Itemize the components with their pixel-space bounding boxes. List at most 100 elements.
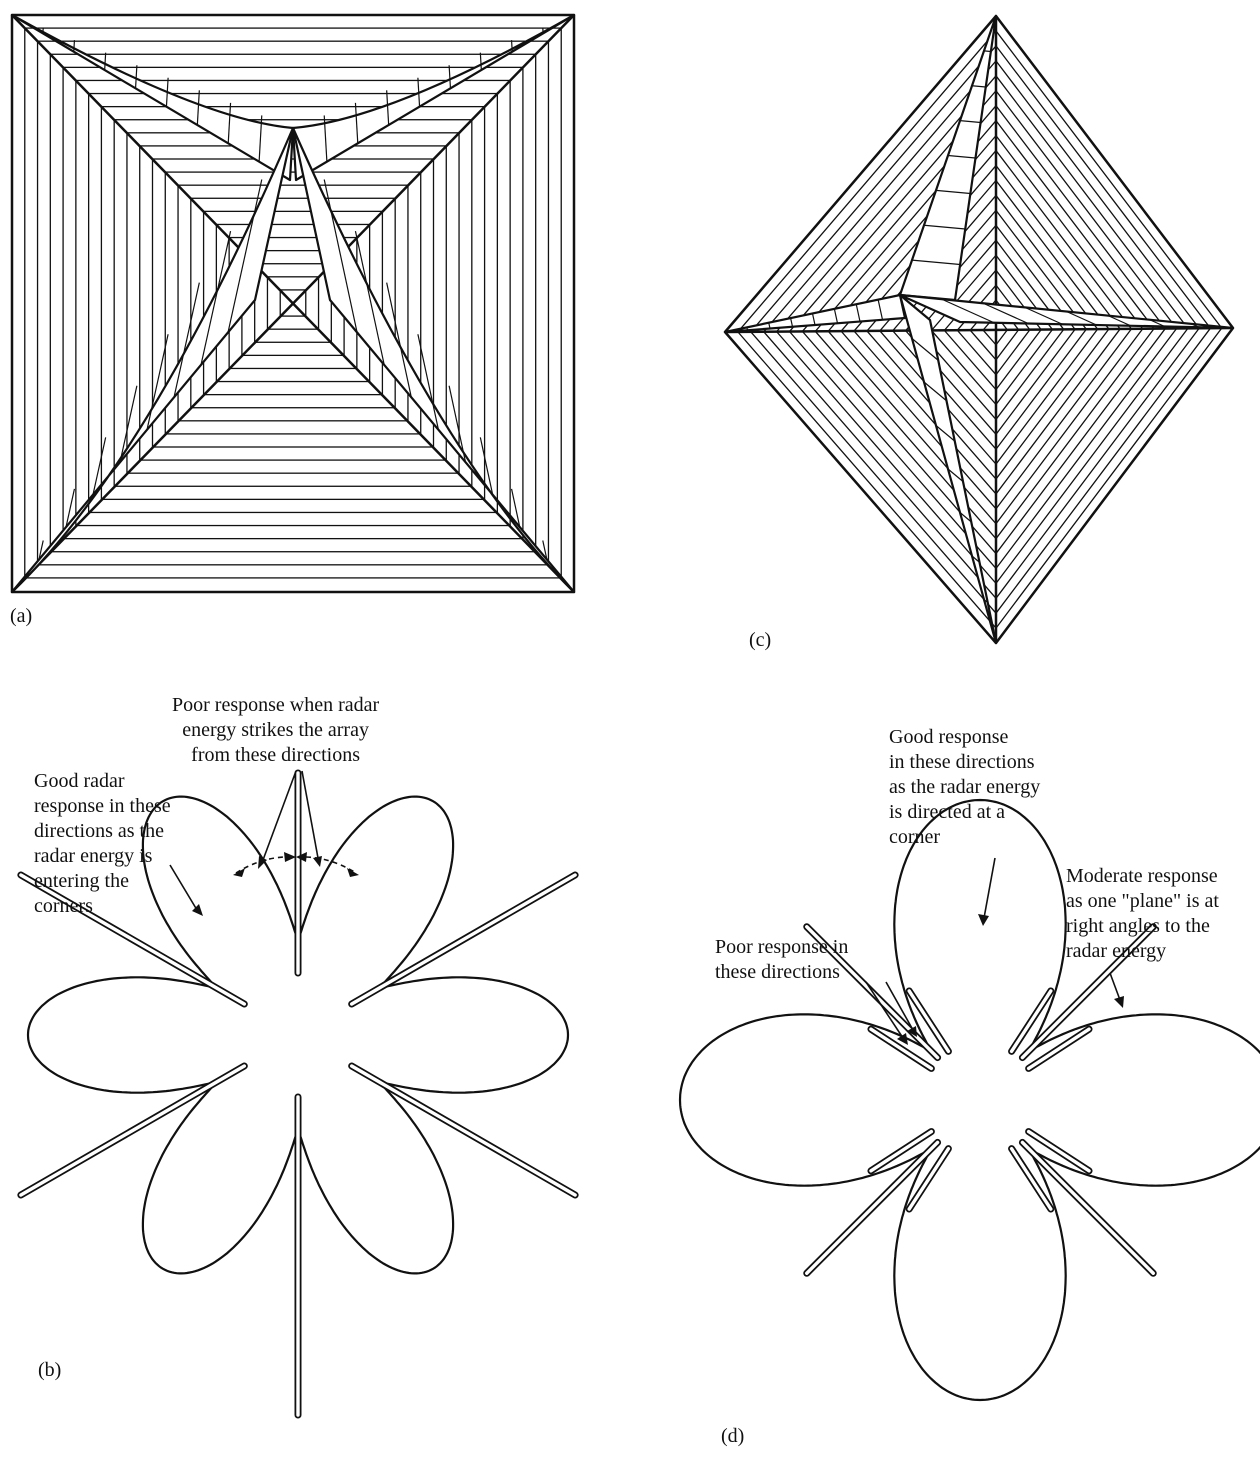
panel-a-hatch-line [279,289,307,317]
panel-d-arrow-moderate [1109,972,1121,1001]
panel-a-vane-hatch [258,115,263,162]
panel-c-vane-hatch [923,381,947,402]
panel-a-hatch-line [36,40,550,566]
panel-b-arrowhead [296,852,307,862]
panel-a-vane-hatch [510,488,521,528]
panel-a-vane-hatch [323,115,328,162]
panel-a-vane-hatch [354,102,359,144]
panel-a-vane-hatch [196,90,200,126]
panel-c-vane-hatch [935,189,971,195]
panel-c-vane-hatch [833,308,839,324]
panel-d-reflector-plate-core [805,1140,940,1275]
panel-a-vane-hatch [479,52,482,71]
panel-d-reflector-plate-core [1020,925,1155,1060]
panel-a-hatch-line [62,66,524,540]
panel-c-vane-hatch [911,338,939,361]
panel-c-vane-hatch [923,224,966,230]
panel-a-vane-hatch [165,77,169,107]
panel-c-vane-hatch [959,120,981,124]
panel-d-lobe-outline [678,798,1260,1402]
panel-a-hatch-line [164,171,422,435]
panel-c-vane-hatch [855,304,861,322]
panel-b-arrowhead [233,868,245,877]
panel-a-hatch-line [151,158,435,448]
panel-c-vane-hatch [983,302,1029,325]
panel-a-vane-hatch [354,230,385,366]
panel-a-vane-hatch [417,334,440,430]
panel-b-reflector-plate-core [349,873,577,1006]
panel-d-arrowhead [907,1026,917,1037]
panel-b-arrow-poor-left [262,770,297,861]
panel-c-vane-hatch [947,154,976,159]
panel-a-vane [291,13,576,182]
panel-c-vane-hatch [1191,323,1200,328]
panel-c-vane-hatch [1066,310,1097,326]
panel-b-reflector-plate-core [19,873,247,1006]
panel-c-vane-hatch [877,299,884,320]
panel-a-vane-hatch [92,437,107,495]
panel-a-vane [291,126,576,594]
panel-a-vane-hatch [38,540,44,560]
panel-b-arrowhead [284,852,296,862]
panel-c-axis [724,326,1234,334]
panel-a-vane-hatch [227,179,263,333]
panel-c-vane-hatch [790,317,794,327]
panel-b-good-response-note: Good radar response in these directions … [34,770,171,917]
panel-b-label: (b) [38,1359,62,1381]
panel-b-reflector-plate-core [19,1064,247,1197]
panel-a-vane [10,126,295,594]
panel-a-vane-hatch [323,179,358,333]
panel-b-arc-left [235,856,286,874]
panel-c-vane-hatch [935,425,956,442]
panel-a-vane-hatch [227,102,232,144]
panel-a-vane-hatch [73,40,76,52]
panel-d-label: (d) [721,1425,745,1447]
panel-a-hatch-line [190,197,396,409]
panel-a-hatch-line [100,105,486,501]
panel-a-vane-hatch [386,90,390,126]
panel-a-vane-hatch [479,437,494,495]
panel-c-vane-hatch [746,327,749,331]
panel-a-vane-hatch [542,540,548,560]
panel-a-vane-hatch [134,65,138,89]
panel-a-vane-hatch [146,334,169,430]
panel-a-diagonal [11,14,575,593]
panel-b-arrow-poor-right [301,770,319,859]
panel-b-arrowhead [192,904,203,916]
panel-b-arrowhead [258,856,267,869]
panel-a-hatch-line [49,53,537,553]
panel-c-vane-hatch [959,512,972,523]
panel-b-arrow-good [169,864,198,911]
panel-d-reflector-plate-short-core [1009,1146,1053,1211]
panel-a-vane-hatch [119,385,138,463]
panel-c-vane-hatch [941,298,995,324]
panel-a-hatch-line [75,79,511,527]
panel-d-reflector-plate-short-core [869,1129,934,1173]
panel-d-reflector-plate-short-core [907,989,951,1054]
panel-c-vane-hatch [1024,306,1063,325]
panel-d-reflector-plate-core [1020,1140,1155,1275]
panel-d-good-response-note: Good response in these directions as the… [889,726,1041,848]
panel-a-label: (a) [10,605,33,627]
panel-c-label: (c) [749,629,772,651]
panel-d-reflector-plate-short-core [1026,1027,1091,1071]
panel-a-hatch-line [266,276,320,330]
panel-a-square-outline [10,13,576,594]
panel-c-vane-hatch [983,599,989,604]
panel-c-vane-hatch [1107,315,1131,327]
panel-c-vane-hatch [811,313,816,326]
panel-c-vane-hatch [947,468,964,482]
panel-d-arrowhead [897,1033,908,1045]
panel-a-hatch-line [87,92,499,514]
panel-a-vane-hatch [200,230,232,366]
panel-a-vane-hatch [448,385,467,463]
panel-d-reflector-plate-short-core [1026,1129,1091,1173]
panel-b-poor-response-note: Poor response when radar energy strikes … [172,694,380,766]
panel-c-vane-hatch [971,555,980,563]
panel-d-arrowhead [1114,996,1124,1008]
panel-d-arrowhead [978,914,989,926]
